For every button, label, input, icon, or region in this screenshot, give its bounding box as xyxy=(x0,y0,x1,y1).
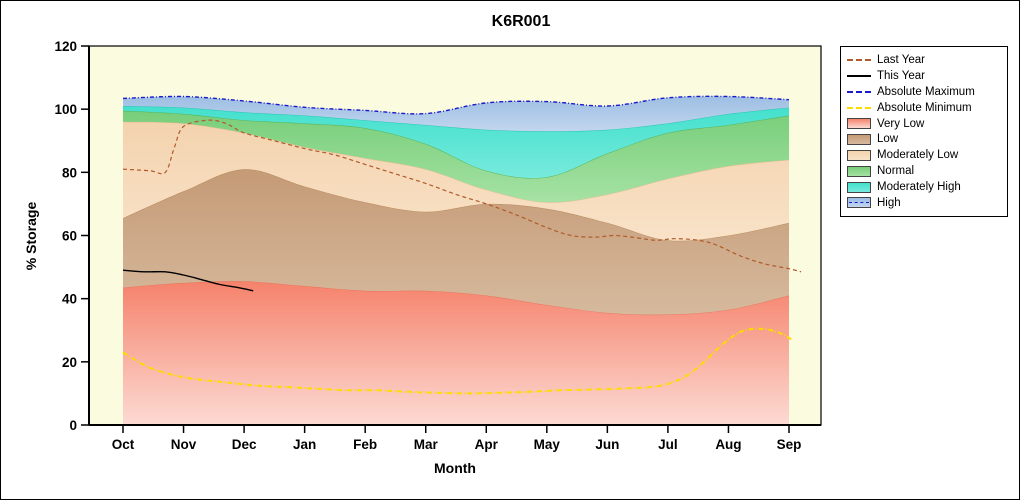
moderately-low-band-edge xyxy=(122,121,790,203)
high-legend-line xyxy=(849,202,869,204)
absolute-minimum-legend-swatch xyxy=(847,106,871,109)
legend-label-this-year: This Year xyxy=(877,69,925,82)
x-tick-label: Aug xyxy=(715,437,741,452)
very-low-band xyxy=(123,281,789,425)
moderately-low-band xyxy=(123,121,789,241)
absolute-maximum-line xyxy=(122,95,790,115)
legend-item-absolute-minimum: Absolute Minimum xyxy=(847,100,1001,116)
x-tick-label: Oct xyxy=(112,437,135,452)
last-year-line xyxy=(122,119,802,273)
normal-legend-swatch xyxy=(847,165,871,177)
x-tick-label: Apr xyxy=(475,437,499,452)
absolute-minimum-line xyxy=(122,327,793,395)
legend-item-normal: Normal xyxy=(847,163,1001,179)
legend-item-moderately-low: Moderately Low xyxy=(847,147,1001,163)
plot-data-group xyxy=(122,95,802,425)
x-tick-label: Sep xyxy=(777,437,802,452)
chart-title: K6R001 xyxy=(491,13,551,30)
low-band xyxy=(123,169,789,315)
x-tick-label: Nov xyxy=(171,437,197,452)
y-tick-label: 120 xyxy=(54,39,77,54)
y-axis-label: % Storage xyxy=(23,201,39,271)
legend-item-high: High xyxy=(847,195,1001,211)
y-tick-label: 20 xyxy=(62,355,77,370)
y-tick-label: 60 xyxy=(62,229,77,244)
legend-label-last-year: Last Year xyxy=(877,53,925,66)
legend-label-high: High xyxy=(877,196,901,209)
y-tick-label: 0 xyxy=(69,418,77,433)
moderately-high-band xyxy=(123,106,789,179)
legend-label-absolute-maximum: Absolute Maximum xyxy=(877,85,975,98)
y-tick-label: 80 xyxy=(62,165,77,180)
legend-label-low: Low xyxy=(877,133,899,146)
x-tick-label: May xyxy=(534,437,561,452)
legend-item-low: Low xyxy=(847,131,1001,147)
high-legend-swatch xyxy=(847,197,871,209)
moderately-high-legend-swatch xyxy=(847,181,871,193)
y-tick-label: 40 xyxy=(62,292,77,307)
x-tick-label: Jan xyxy=(293,437,316,452)
low-legend-swatch xyxy=(847,133,871,145)
absolute-maximum-legend-swatch xyxy=(847,90,871,93)
legend-label-moderately-high: Moderately High xyxy=(877,181,961,194)
legend-item-very-low: Very Low xyxy=(847,116,1001,132)
y-tick-label: 100 xyxy=(54,102,77,117)
legend-item-this-year: This Year xyxy=(847,68,1001,84)
last-year-legend-swatch xyxy=(847,58,871,61)
legend-label-absolute-minimum: Absolute Minimum xyxy=(877,101,972,114)
x-tick-label: Jul xyxy=(658,437,678,452)
moderately-low-legend-swatch xyxy=(847,149,871,161)
this-year-legend-swatch xyxy=(847,74,871,77)
legend-item-absolute-maximum: Absolute Maximum xyxy=(847,84,1001,100)
legend-item-moderately-high: Moderately High xyxy=(847,179,1001,195)
x-tick-label: Dec xyxy=(232,437,257,452)
this-year-line xyxy=(122,269,254,292)
x-tick-label: Jun xyxy=(595,437,619,452)
x-tick-label: Mar xyxy=(414,437,439,452)
very-low-legend-swatch xyxy=(847,118,871,129)
legend-item-last-year: Last Year xyxy=(847,52,1001,68)
legend-label-moderately-low: Moderately Low xyxy=(877,149,959,162)
chart-legend: Last Year This Year Absolute Maximum Absolu… xyxy=(840,46,1008,217)
x-axis-label: Month xyxy=(434,460,476,476)
x-tick-label: Feb xyxy=(353,437,377,452)
legend-label-very-low: Very Low xyxy=(877,117,925,130)
legend-label-normal: Normal xyxy=(877,165,915,178)
normal-band xyxy=(123,110,789,203)
